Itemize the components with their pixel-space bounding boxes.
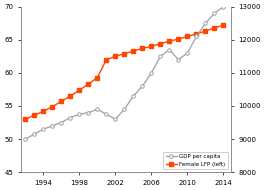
Legend: GDP per capita, Female LFP (left): GDP per capita, Female LFP (left) [163,152,228,169]
